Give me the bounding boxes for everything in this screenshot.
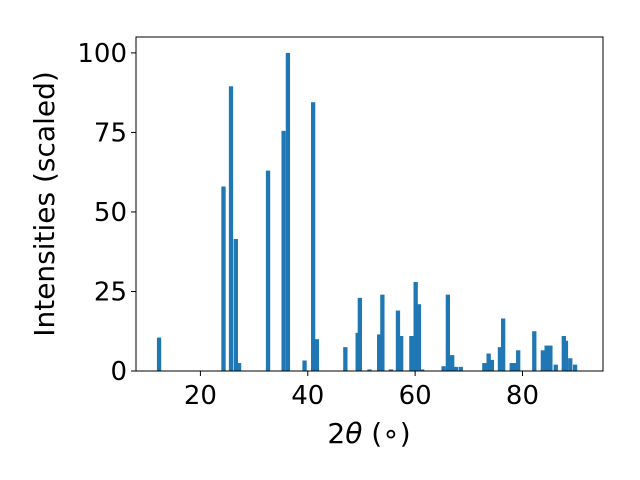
bar: [310, 102, 316, 372]
bar: [228, 86, 234, 372]
bar: [233, 238, 238, 371]
x-axis-label-prefix: 2: [327, 417, 345, 450]
bar: [395, 310, 401, 371]
bar: [572, 364, 578, 371]
bar: [458, 366, 463, 371]
x-axis-ticks: 20 40 60 80: [184, 371, 539, 411]
bar: [568, 358, 573, 371]
bar: [450, 355, 455, 371]
bar: [314, 339, 320, 371]
bar: [285, 52, 291, 372]
bar: [548, 345, 553, 371]
bar: [265, 170, 271, 371]
x-tick-label: 80: [506, 381, 539, 411]
plot-frame: [135, 36, 604, 372]
x-axis-label: 2θ (∘): [327, 417, 410, 450]
bar: [416, 304, 422, 371]
bar: [281, 130, 286, 371]
bar: [553, 364, 558, 371]
bar: [343, 347, 348, 371]
bar: [489, 359, 495, 371]
bar: [367, 369, 372, 371]
y-tick-label: 0: [110, 357, 127, 387]
y-axis-ticks: 0 25 50 75 100: [77, 39, 136, 387]
bar: [516, 350, 521, 371]
bar: [399, 336, 404, 371]
bar: [355, 332, 360, 371]
y-tick-label: 75: [94, 118, 127, 148]
bar: [486, 353, 491, 371]
bar: [388, 369, 394, 371]
bars-group: [156, 52, 578, 372]
bar: [302, 360, 307, 371]
bar: [501, 318, 506, 371]
bar: [409, 336, 414, 371]
bar: [540, 350, 546, 371]
bar: [419, 369, 425, 371]
x-axis-label-symbol: θ: [345, 417, 362, 450]
bar: [482, 363, 487, 371]
x-tick-label: 20: [184, 381, 217, 411]
x-tick-label: 40: [291, 381, 324, 411]
bar: [441, 366, 446, 371]
bar: [357, 297, 362, 371]
bar: [156, 337, 162, 371]
bar: [532, 331, 537, 371]
y-axis-label: Intensities (scaled): [28, 71, 61, 337]
bar: [445, 294, 451, 371]
bar: [413, 281, 418, 371]
bar: [512, 363, 518, 371]
bar: [453, 366, 459, 371]
bar: [221, 186, 226, 371]
bar: [497, 347, 503, 371]
bar: [509, 363, 514, 371]
bar: [380, 294, 385, 371]
bar: [236, 363, 242, 371]
bar: [563, 340, 569, 371]
bar: [377, 334, 382, 371]
x-tick-label: 60: [399, 381, 432, 411]
x-axis-label-suffix: (∘): [362, 417, 410, 450]
y-tick-label: 100: [77, 39, 127, 69]
bar: [544, 345, 549, 371]
y-tick-label: 25: [94, 277, 127, 307]
y-tick-label: 50: [94, 198, 127, 228]
